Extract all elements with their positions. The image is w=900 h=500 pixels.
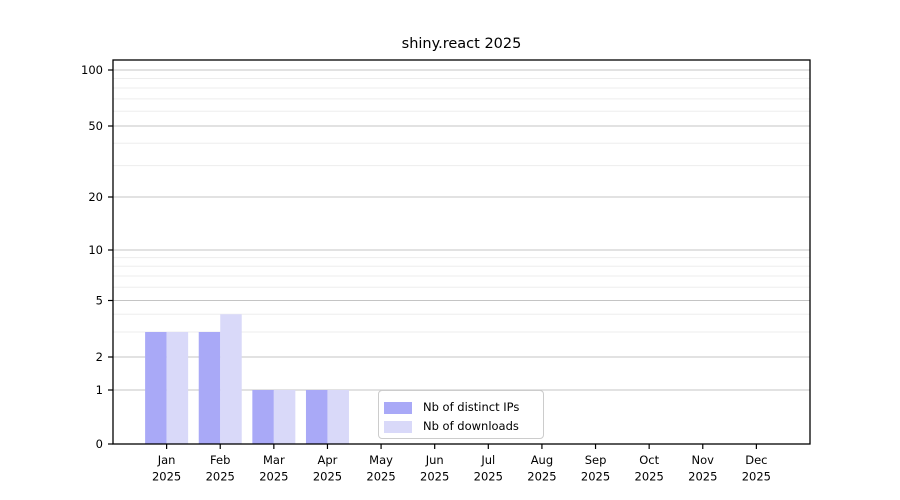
x-tick-label-month: Jul [480,453,495,467]
y-tick-label: 10 [88,243,103,257]
y-tick-label: 20 [88,190,103,204]
x-tick-label-year: 2025 [635,470,664,484]
bar-downloads-jan [166,331,189,444]
legend-item-distinct-ips: Nb of distinct IPs [384,399,543,417]
x-tick-label-month: Jan [157,453,176,467]
x-tick-label-year: 2025 [366,470,395,484]
x-tick-label-year: 2025 [527,470,556,484]
x-tick-label-year: 2025 [581,470,610,484]
bar-downloads-mar [273,390,296,444]
legend-swatch-downloads [384,421,412,433]
legend-swatch-distinct-ips [384,402,412,414]
bar-downloads-apr [327,390,349,444]
x-tick-label-year: 2025 [313,470,342,484]
x-tick-label-month: Oct [639,453,659,467]
x-tick-label-month: May [369,453,393,467]
y-tick-label: 1 [96,383,103,397]
bar-distinct-ips-mar [252,390,274,444]
x-tick-label-month: Aug [531,453,553,467]
x-tick-label-month: Jun [425,453,444,467]
x-tick-label-year: 2025 [688,470,717,484]
chart-title: shiny.react 2025 [401,36,522,52]
legend-item-downloads: Nb of downloads [384,418,543,436]
y-tick-label: 0 [96,437,103,451]
bar-distinct-ips-apr [305,390,328,444]
x-tick-label-year: 2025 [152,470,181,484]
x-tick-label-year: 2025 [742,470,771,484]
x-tick-label-year: 2025 [420,470,449,484]
x-tick-label-month: Apr [318,453,338,467]
legend-label-distinct-ips: Nb of distinct IPs [423,400,520,415]
x-tick-label-month: Nov [692,453,715,467]
bar-downloads-feb [220,314,242,444]
x-tick-label-year: 2025 [474,470,503,484]
x-tick-label-year: 2025 [259,470,288,484]
bar-distinct-ips-jan [145,331,167,444]
legend-label-downloads: Nb of downloads [423,419,519,434]
y-tick-label: 50 [88,119,103,133]
plot-frame [112,59,811,445]
bar-distinct-ips-feb [198,331,221,444]
y-tick-label: 100 [81,63,103,77]
x-tick-label-month: Mar [263,453,285,467]
legend: Nb of distinct IPs Nb of downloads [378,390,544,439]
y-tick-label: 5 [96,294,103,308]
x-tick-label-month: Feb [210,453,230,467]
x-tick-label-month: Dec [745,453,767,467]
y-tick-label: 2 [96,350,103,364]
x-tick-label-year: 2025 [206,470,235,484]
x-tick-label-month: Sep [585,453,607,467]
